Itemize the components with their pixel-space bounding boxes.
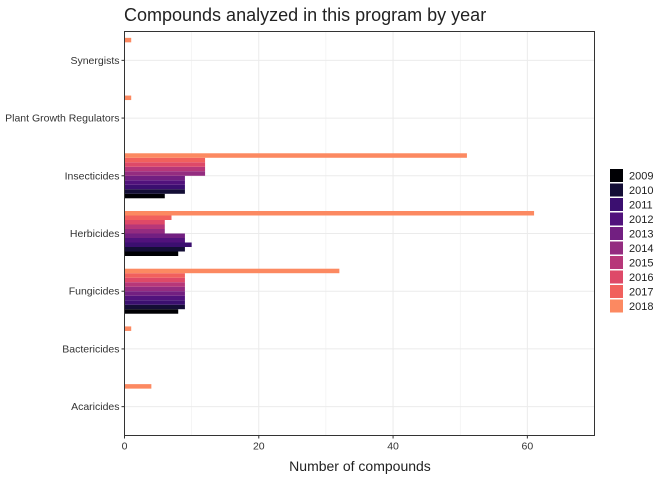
bar — [124, 233, 185, 239]
legend-swatch — [610, 227, 623, 240]
x-axis-title: Number of compounds — [289, 458, 431, 474]
y-tick-label: Bactericides — [62, 343, 119, 355]
legend: 2009 2010 2011 2012 2013 2014 2015 2016 2017 2018 — [610, 169, 653, 313]
bar — [124, 166, 206, 172]
bar — [124, 384, 152, 389]
legend-swatch — [610, 212, 623, 226]
y-tick-label: Plant Growth Regulators — [5, 113, 119, 125]
bar — [124, 326, 132, 331]
bar — [124, 215, 172, 220]
bar — [124, 282, 185, 287]
y-tick-label: Insecticides — [65, 170, 120, 182]
y-tick-label: Herbicides — [70, 228, 120, 240]
bar — [124, 268, 340, 274]
y-tick-label: Fungicides — [69, 286, 120, 298]
legend-swatch — [610, 299, 623, 313]
x-tick-label: 60 — [522, 441, 534, 453]
x-tick-label: 20 — [253, 441, 265, 453]
y-tick-label: Synergists — [70, 55, 119, 67]
legend-swatch — [610, 256, 623, 269]
bar — [124, 286, 185, 292]
legend-swatch — [610, 198, 623, 211]
legend-swatch — [610, 183, 623, 197]
bars — [124, 37, 535, 389]
legend-label: 2017 — [629, 287, 653, 299]
bar — [124, 219, 165, 225]
x-axis: 0 20 40 60 — [122, 435, 534, 453]
bar — [124, 171, 206, 176]
legend-label: 2010 — [629, 185, 653, 197]
bar — [124, 193, 165, 199]
legend-swatch — [610, 241, 623, 255]
bar — [124, 295, 185, 301]
legend-swatch — [610, 270, 623, 284]
y-axis: Synergists Plant Growth Regulators Insecti… — [5, 55, 125, 413]
bar — [124, 157, 206, 163]
legend-swatch — [610, 285, 623, 298]
legend-label: 2013 — [629, 229, 653, 241]
legend-swatch — [610, 169, 623, 182]
bar — [124, 95, 132, 101]
bar — [124, 277, 185, 283]
bar — [124, 175, 185, 181]
legend-label: 2012 — [629, 214, 653, 226]
legend-label: 2014 — [629, 243, 653, 255]
legend-label: 2015 — [629, 258, 653, 270]
bar — [124, 309, 179, 314]
chart-title: Compounds analyzed in this program by ye… — [124, 5, 486, 25]
bar — [124, 224, 165, 229]
x-tick-label: 0 — [122, 441, 128, 453]
bar — [124, 210, 535, 216]
bar — [124, 304, 185, 310]
bar — [124, 242, 192, 248]
x-tick-label: 40 — [387, 441, 399, 453]
bar — [124, 37, 132, 43]
bar — [124, 153, 467, 158]
bar — [124, 300, 185, 305]
legend-label: 2009 — [629, 171, 653, 183]
bar — [124, 291, 185, 296]
y-tick-label: Acaricides — [71, 401, 119, 413]
bar — [124, 184, 185, 190]
bar — [124, 238, 185, 243]
bar — [124, 162, 206, 167]
bar — [124, 180, 185, 185]
bar — [124, 228, 165, 234]
legend-label: 2016 — [629, 272, 653, 284]
legend-label: 2011 — [629, 200, 653, 212]
bar — [124, 273, 185, 278]
legend-label: 2018 — [629, 301, 653, 313]
bar — [124, 189, 185, 194]
bar — [124, 247, 185, 252]
bar — [124, 251, 179, 257]
